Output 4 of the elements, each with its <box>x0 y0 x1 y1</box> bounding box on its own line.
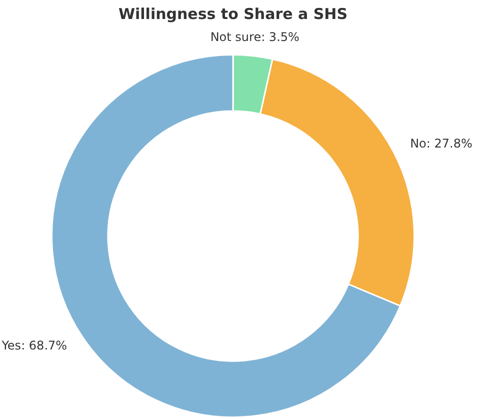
slice-label: Yes: 68.7% <box>0 338 68 353</box>
chart-title: Willingness to Share a SHS <box>118 4 348 23</box>
slice-label: Not sure: 3.5% <box>210 30 300 44</box>
slice-label: No: 27.8% <box>410 136 472 150</box>
